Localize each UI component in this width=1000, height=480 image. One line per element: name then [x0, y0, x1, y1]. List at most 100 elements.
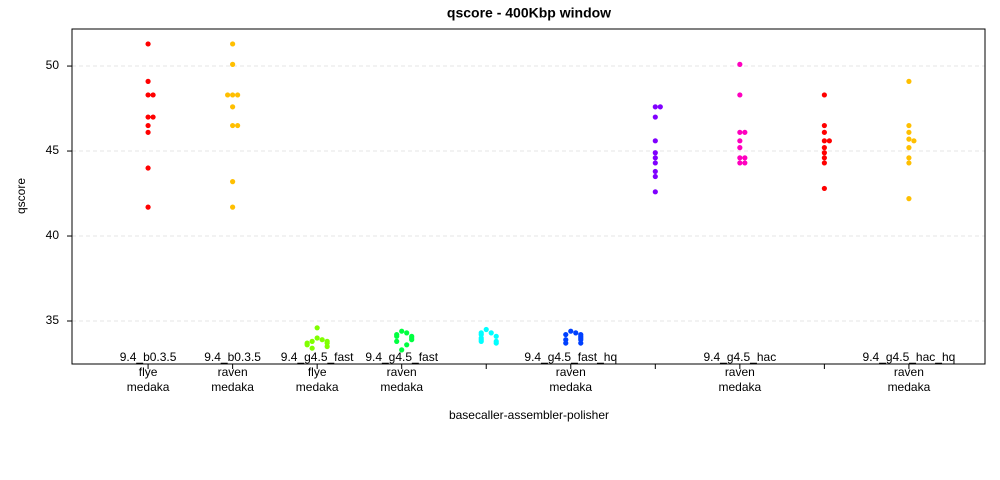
point	[568, 328, 574, 334]
point	[742, 129, 748, 135]
chart-title: qscore - 400Kbp window	[447, 5, 611, 21]
point	[145, 92, 151, 98]
x-tick-label: 9.4_g4.5_fast	[365, 350, 438, 364]
point	[145, 78, 151, 84]
point	[230, 204, 236, 210]
x-tick-label: medaka	[296, 380, 339, 394]
point	[150, 92, 156, 98]
x-tick-label: medaka	[211, 380, 254, 394]
point	[145, 114, 151, 120]
point	[394, 333, 400, 339]
x-tick-label: raven	[725, 365, 755, 379]
point	[906, 129, 912, 135]
x-tick-label: 9.4_b0.3.5	[120, 350, 177, 364]
point	[737, 92, 743, 98]
point	[230, 179, 236, 185]
point	[314, 335, 320, 341]
point	[821, 129, 827, 135]
point	[235, 92, 241, 98]
y-axis-label: qscore	[14, 178, 28, 214]
point	[652, 160, 658, 166]
x-tick-label: raven	[894, 365, 924, 379]
x-tick-label: 9.4_g4.5_fast	[281, 350, 354, 364]
point	[399, 328, 405, 334]
x-tick-label: medaka	[718, 380, 761, 394]
point	[652, 138, 658, 144]
point	[145, 122, 151, 129]
point	[652, 173, 658, 180]
x-tick-label: raven	[218, 365, 248, 379]
x-tick-label: 9.4_g4.5_hac	[703, 350, 776, 364]
y-tick-label: 40	[46, 228, 60, 242]
x-tick-label: 9.4_g4.5_hac_hq	[863, 350, 956, 364]
point	[737, 155, 743, 161]
point	[821, 160, 827, 166]
point	[235, 122, 241, 129]
point	[742, 160, 748, 166]
point	[488, 330, 494, 336]
point	[483, 326, 489, 333]
point	[145, 41, 151, 47]
point	[493, 333, 499, 339]
point	[404, 330, 410, 336]
point	[652, 104, 658, 110]
point	[230, 104, 236, 110]
x-tick-label: 9.4_g4.5_fast_hq	[524, 350, 617, 364]
point	[493, 340, 499, 346]
point	[821, 92, 827, 98]
x-tick-label: medaka	[127, 380, 170, 394]
point	[737, 61, 743, 67]
point	[906, 145, 912, 151]
x-tick-label: raven	[556, 365, 586, 379]
point	[826, 138, 832, 144]
point	[230, 122, 236, 129]
point	[409, 337, 415, 343]
point	[821, 138, 827, 144]
point	[394, 338, 400, 344]
point	[145, 204, 151, 210]
y-tick-label: 45	[46, 143, 60, 157]
point	[742, 155, 748, 161]
point	[230, 61, 236, 67]
point	[573, 330, 579, 336]
x-tick-label: medaka	[549, 380, 592, 394]
point	[652, 189, 658, 195]
point	[399, 347, 405, 353]
point	[478, 338, 484, 344]
point	[737, 145, 743, 151]
point	[225, 92, 231, 98]
point	[906, 122, 912, 129]
point	[906, 155, 912, 161]
point	[314, 325, 320, 331]
point	[150, 114, 156, 120]
point	[319, 337, 325, 343]
point	[906, 136, 912, 142]
point	[652, 114, 658, 120]
point	[911, 138, 917, 144]
point	[821, 155, 827, 161]
point	[309, 345, 315, 351]
point	[821, 150, 827, 156]
x-tick-label: medaka	[888, 380, 931, 394]
point	[906, 78, 912, 84]
plot-frame	[71, 28, 986, 365]
x-tick-label: 9.4_b0.3.5	[204, 350, 261, 364]
point	[821, 145, 827, 151]
point	[324, 343, 330, 350]
x-axis-label: basecaller-assembler-polisher	[449, 408, 609, 422]
point	[737, 129, 743, 135]
x-tick-label: flye	[139, 365, 158, 379]
point	[309, 338, 315, 344]
point	[145, 165, 151, 171]
point	[652, 155, 658, 161]
point	[578, 340, 584, 346]
point	[563, 340, 569, 346]
y-tick-label: 50	[46, 58, 60, 72]
point	[652, 150, 658, 156]
point	[404, 342, 410, 348]
point	[657, 104, 663, 110]
point	[737, 138, 743, 144]
point	[230, 41, 236, 47]
point	[652, 168, 658, 175]
